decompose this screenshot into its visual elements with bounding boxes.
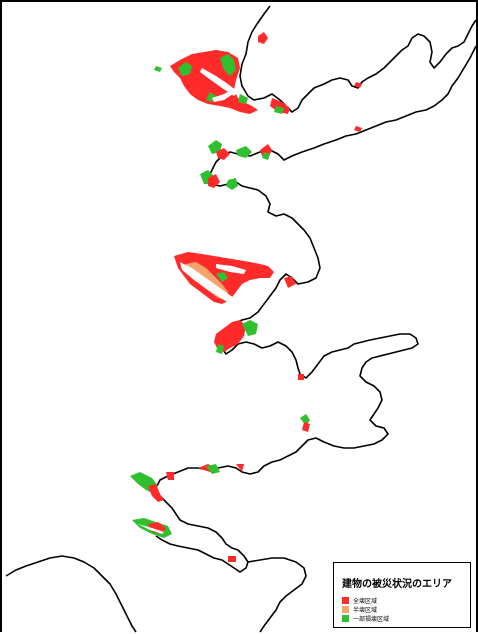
legend-swatch-half-collapse <box>342 605 349 613</box>
legend-item-half-collapse: 半壊区域 <box>342 605 378 614</box>
damage-area-cove-1 <box>200 140 272 190</box>
damage-area-peninsula <box>214 320 304 380</box>
legend: 建物の被災状況のエリア 全壊区域 半壊区域 一部損壊区域 <box>333 562 471 628</box>
legend-swatch-total-collapse <box>342 596 349 604</box>
damage-area-north <box>154 32 362 132</box>
legend-label-half-collapse: 半壊区域 <box>353 606 378 614</box>
legend-swatch-partial-damage <box>342 614 349 622</box>
coastline-bottom-right <box>247 557 307 633</box>
legend-title: 建物の被災状況のエリア <box>342 579 452 590</box>
coastline-bottom <box>5 555 137 633</box>
legend-item-total-collapse: 全壊区域 <box>342 596 378 605</box>
damage-area-central-bay <box>174 252 296 308</box>
legend-label-partial-damage: 一部損壊区域 <box>353 615 390 623</box>
legend-label-total-collapse: 全壊区域 <box>353 597 378 605</box>
damage-area-south <box>130 414 310 562</box>
legend-item-partial-damage: 一部損壊区域 <box>342 614 390 623</box>
